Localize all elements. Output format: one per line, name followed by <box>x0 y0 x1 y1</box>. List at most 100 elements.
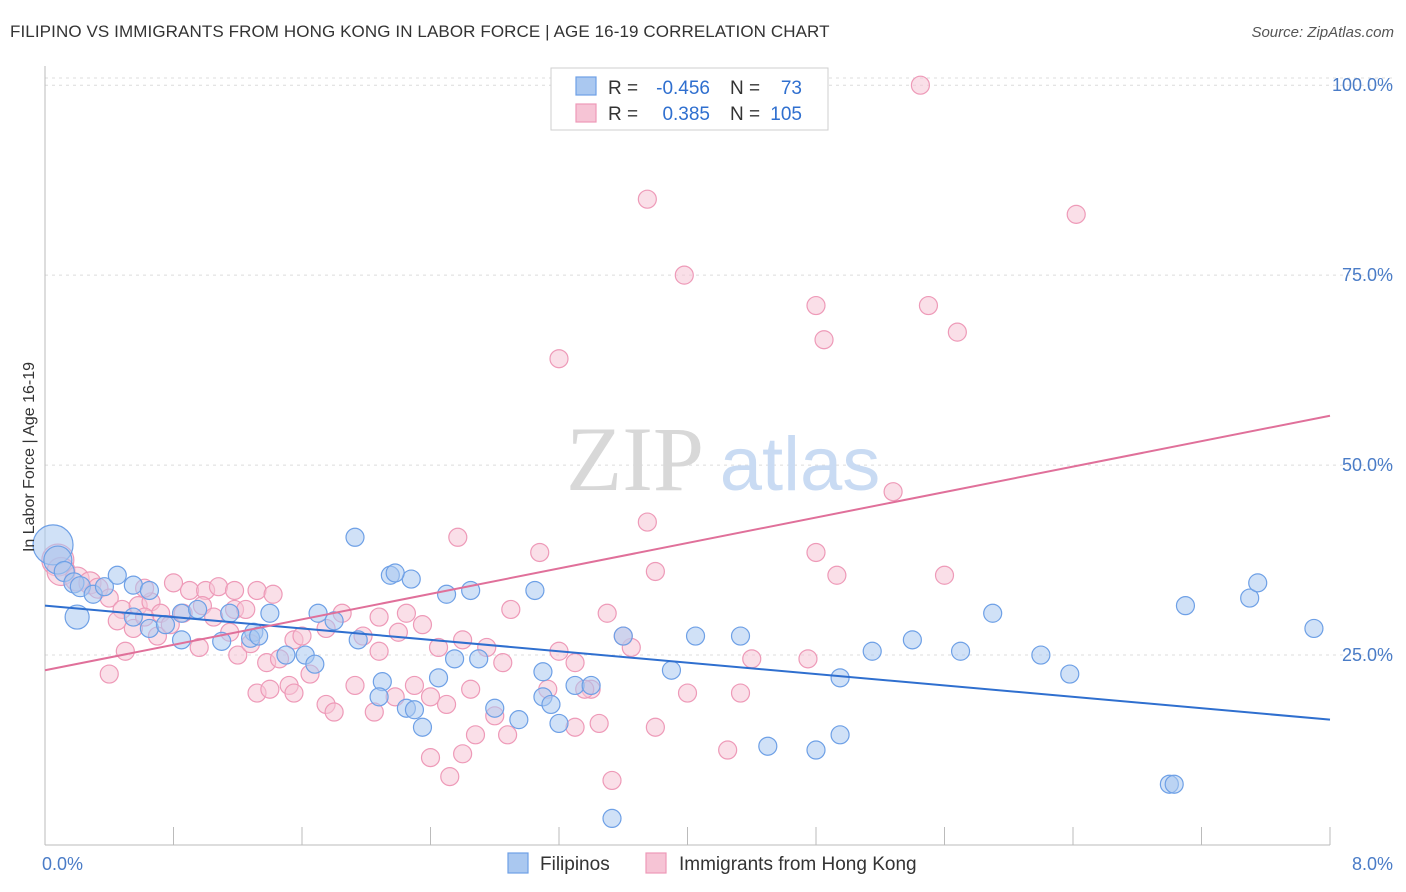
hongkong-point-98 <box>396 603 417 623</box>
hongkong-point-99 <box>224 580 245 601</box>
filipinos-point-11 <box>123 607 143 627</box>
hongkong-point-88 <box>549 349 569 369</box>
bottom-legend: Filipinos Immigrants from Hong Kong <box>507 852 917 875</box>
legend-n-filipinos: 73 <box>781 78 802 99</box>
filipinos-point-36 <box>369 687 389 707</box>
hongkong-point-86 <box>883 482 903 502</box>
hongkong-point-65 <box>501 599 521 620</box>
hongkong-point-84 <box>806 542 826 563</box>
hongkong-point-64 <box>448 527 468 547</box>
hongkong-point-103 <box>565 717 585 737</box>
filipinos-point-58 <box>902 630 922 650</box>
filipinos-point-51 <box>685 626 706 646</box>
y-tick-label-3: 100.0% <box>1332 75 1393 95</box>
hongkong-point-70 <box>597 603 617 623</box>
hongkong-point-80 <box>730 683 751 703</box>
hongkong-point-83 <box>798 649 818 669</box>
legend-swatch-filipinos <box>575 76 597 96</box>
hongkong-point-29 <box>228 645 248 665</box>
filipinos-points <box>32 524 1324 829</box>
hongkong-point-26 <box>263 584 283 604</box>
hongkong-point-40 <box>412 615 433 635</box>
filipinos-point-24 <box>276 645 296 665</box>
hongkong-point-92 <box>814 330 834 350</box>
filipinos-point-52 <box>730 626 751 646</box>
filipinos-point-70 <box>385 563 405 583</box>
hongkong-point-28 <box>189 637 209 658</box>
y-tick-label-0: 25.0% <box>1342 645 1393 665</box>
hongkong-point-42 <box>453 630 473 650</box>
filipinos-point-9 <box>139 580 160 601</box>
filipinos-point-16 <box>220 603 240 623</box>
hongkong-point-57 <box>461 679 481 699</box>
legend-n-label-hongkong: N = <box>730 104 760 125</box>
hongkong-point-25 <box>247 580 267 601</box>
filipinos-trend-line <box>44 604 1331 721</box>
legend-r-hongkong: 0.385 <box>662 104 710 125</box>
filipinos-point-10 <box>64 604 90 630</box>
hongkong-point-60 <box>453 744 473 764</box>
hongkong-point-79 <box>718 740 738 760</box>
filipinos-point-8 <box>123 575 143 595</box>
hongkong-point-44 <box>493 653 513 673</box>
hongkong-point-96 <box>1066 204 1086 224</box>
filipinos-point-64 <box>1240 588 1260 608</box>
filipinos-point-47 <box>581 675 601 696</box>
filipinos-point-29 <box>401 569 421 589</box>
hongkong-point-13 <box>208 577 229 597</box>
filipinos-point-30 <box>345 527 365 547</box>
hongkong-point-89 <box>637 189 657 209</box>
hongkong-point-91 <box>806 295 826 316</box>
filipinos-point-17 <box>260 603 280 623</box>
filipinos-point-39 <box>469 649 489 669</box>
watermark-zip: ZIP <box>566 408 704 510</box>
hongkong-point-62 <box>440 767 460 787</box>
filipinos-point-12 <box>139 618 160 639</box>
legend-r-label-hongkong: R = <box>608 104 638 125</box>
filipinos-point-66 <box>1304 618 1324 639</box>
legend-n-label-filipinos: N = <box>730 78 760 99</box>
bottom-legend-swatch-filipinos <box>507 852 529 874</box>
filipinos-point-37 <box>428 668 449 688</box>
hongkong-point-61 <box>420 748 441 768</box>
filipinos-point-38 <box>444 649 465 669</box>
filipinos-point-54 <box>806 740 826 760</box>
filipinos-point-14 <box>171 603 192 623</box>
filipinos-point-7 <box>107 565 127 585</box>
filipinos-point-62 <box>1060 664 1080 684</box>
filipinos-point-55 <box>830 725 850 745</box>
hongkong-point-77 <box>645 717 665 737</box>
filipinos-point-53 <box>758 736 778 756</box>
filipinos-point-34 <box>412 717 433 737</box>
trend-lines <box>44 414 1331 721</box>
filipinos-point-40 <box>485 698 505 718</box>
legend-r-filipinos: -0.456 <box>656 78 710 99</box>
filipinos-point-48 <box>613 626 633 646</box>
hongkong-point-85 <box>827 565 847 585</box>
hongkong-point-11 <box>179 580 200 601</box>
hongkong-point-104 <box>465 725 486 745</box>
hongkong-point-10 <box>163 573 184 593</box>
filipinos-point-63 <box>1175 596 1196 616</box>
hongkong-point-81 <box>742 649 762 669</box>
y-tick-label-1: 50.0% <box>1342 455 1393 475</box>
y-tick-labels: 25.0% 50.0% 75.0% 100.0% <box>1332 75 1393 665</box>
y-tick-label-2: 75.0% <box>1342 265 1393 285</box>
filipinos-point-19 <box>324 611 344 631</box>
filipinos-point-26 <box>305 654 325 674</box>
filipinos-point-46 <box>565 675 585 696</box>
hongkong-trend-line <box>44 414 1331 672</box>
y-axis-title: In Labor Force | Age 16-19 <box>21 362 38 552</box>
bottom-legend-swatch-hongkong <box>645 852 667 874</box>
filipinos-point-61 <box>1031 645 1051 665</box>
hongkong-point-78 <box>677 683 698 703</box>
hongkong-point-59 <box>498 725 518 745</box>
bottom-legend-label-hongkong: Immigrants from Hong Kong <box>679 854 917 875</box>
hongkong-point-54 <box>404 675 425 696</box>
hongkong-point-102 <box>284 683 304 703</box>
filipinos-point-43 <box>541 694 561 715</box>
watermark: ZIP atlas <box>566 408 880 510</box>
grid-lines <box>45 77 1395 656</box>
hongkong-point-95 <box>947 322 967 342</box>
